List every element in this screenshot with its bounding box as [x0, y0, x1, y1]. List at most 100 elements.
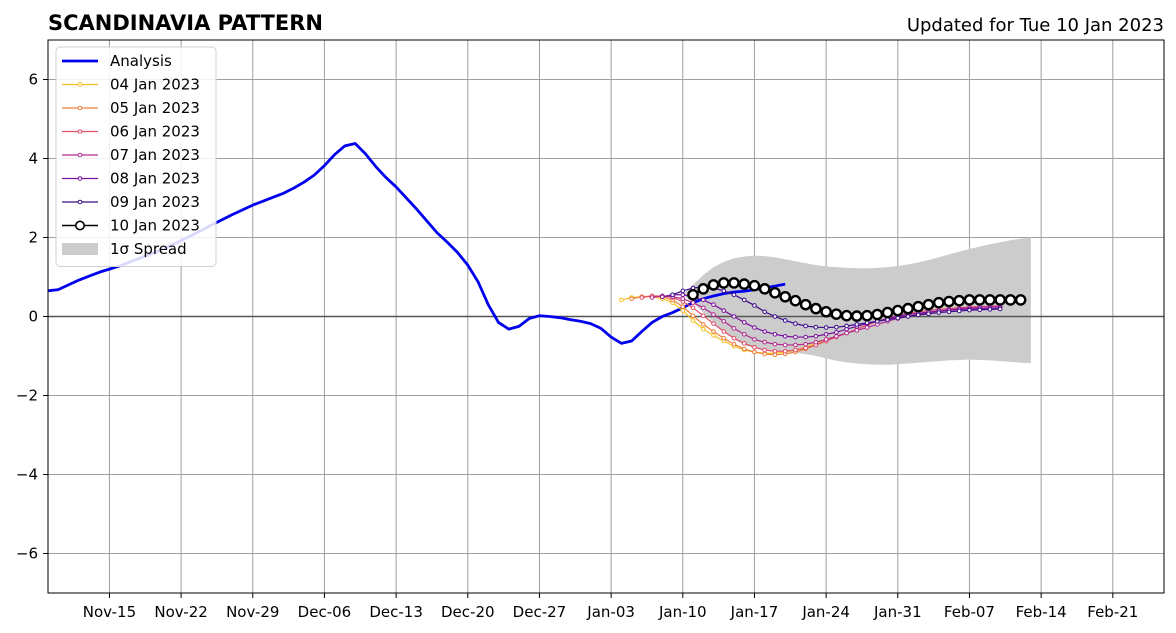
data-point: [762, 309, 767, 315]
x-tick-label: Feb-21: [1087, 603, 1138, 621]
data-point: [953, 294, 966, 307]
data-point: [772, 341, 778, 347]
data-point: [793, 321, 798, 326]
data-point: [1004, 294, 1017, 306]
data-point: [639, 295, 645, 300]
data-point: [905, 314, 911, 319]
y-tick-label: 6: [28, 71, 38, 89]
forecast-series: [619, 277, 1027, 358]
legend-box: [55, 46, 217, 267]
data-point: [680, 304, 686, 309]
data-point: [840, 309, 853, 322]
data-point: [741, 297, 747, 303]
data-point: [813, 333, 819, 339]
data-point: [619, 297, 624, 303]
data-point: [711, 302, 716, 307]
legend: Analysis 04 Jan 2023 05 Jan 2023 06 Jan 202…: [55, 46, 217, 267]
x-tick-label: Jan-10: [658, 603, 707, 621]
legend-entry: 04 Jan 2023: [62, 76, 200, 94]
data-point: [741, 331, 747, 337]
data-point: [977, 307, 983, 313]
y-tick-label: 2: [28, 229, 38, 247]
data-point: [670, 292, 675, 298]
data-point: [891, 304, 904, 317]
legend-label: 07 Jan 2023: [110, 146, 200, 164]
data-point: [881, 306, 894, 319]
data-point: [926, 311, 931, 317]
data-point: [680, 288, 686, 294]
x-tick-label: Jan-24: [801, 603, 850, 621]
data-point: [810, 302, 822, 315]
legend-marker: [77, 129, 83, 134]
x-tick-label: Dec-20: [441, 603, 495, 621]
x-tick-label: Dec-06: [298, 603, 352, 621]
data-point: [741, 320, 747, 325]
data-point: [854, 322, 860, 327]
y-tick-label: −2: [16, 387, 38, 405]
data-point: [789, 294, 802, 307]
data-point: [813, 339, 819, 345]
data-point: [700, 326, 706, 332]
data-point: [728, 277, 740, 289]
data-point: [731, 341, 737, 347]
x-axis: Nov-15 Nov-22 Nov-29 Dec-06 Dec-13 Dec-20 Dec-…: [83, 593, 1138, 621]
y-tick-label: 0: [28, 308, 38, 326]
data-point: [772, 331, 778, 337]
chart-title: SCANDINAVIA PATTERN: [48, 11, 323, 35]
data-point: [844, 330, 849, 336]
data-point: [823, 325, 829, 330]
legend-label: 09 Jan 2023: [110, 193, 200, 211]
data-point: [769, 286, 781, 299]
data-point: [834, 330, 839, 335]
legend-marker: [77, 199, 83, 205]
data-point: [793, 342, 798, 348]
legend-label: 10 Jan 2023: [110, 217, 200, 235]
legend-entry: 09 Jan 2023: [62, 193, 200, 211]
x-tick-label: Nov-15: [83, 603, 136, 621]
data-point: [813, 324, 819, 330]
data-point: [762, 339, 767, 345]
series-10-jan-2023: [687, 277, 1027, 322]
x-tick-label: Dec-27: [513, 603, 567, 621]
x-tick-label: Feb-07: [944, 603, 995, 621]
data-point: [649, 295, 655, 300]
data-point: [721, 335, 727, 341]
data-point: [912, 300, 925, 313]
data-point: [660, 294, 665, 300]
legend-entry: Analysis: [62, 52, 172, 70]
legend-label: 05 Jan 2023: [110, 99, 200, 117]
data-point: [823, 337, 829, 342]
data-point: [782, 342, 788, 348]
data-point: [721, 329, 727, 334]
data-point: [922, 298, 935, 311]
data-point: [902, 302, 914, 315]
data-point: [834, 333, 839, 339]
data-point: [731, 314, 737, 319]
data-point: [793, 334, 798, 340]
data-point: [680, 296, 686, 302]
data-point: [721, 308, 727, 313]
data-point: [820, 305, 832, 318]
data-point: [844, 323, 849, 329]
legend-label: Analysis: [110, 52, 172, 70]
data-point: [994, 294, 1006, 306]
data-point: [1014, 294, 1027, 306]
data-point: [711, 333, 716, 338]
data-point: [967, 307, 972, 313]
legend-marker: [77, 176, 83, 181]
data-point: [738, 278, 751, 290]
data-point: [711, 321, 716, 326]
x-tick-label: Dec-13: [369, 603, 423, 621]
data-point: [711, 329, 716, 334]
data-point: [731, 335, 737, 341]
data-point: [830, 308, 843, 320]
data-point: [752, 345, 757, 350]
data-point: [803, 341, 808, 347]
data-point: [741, 341, 747, 346]
data-point: [772, 348, 778, 354]
legend-entry: 05 Jan 2023: [62, 99, 200, 117]
data-point: [803, 323, 808, 329]
data-point: [752, 303, 757, 308]
data-point: [680, 292, 686, 298]
